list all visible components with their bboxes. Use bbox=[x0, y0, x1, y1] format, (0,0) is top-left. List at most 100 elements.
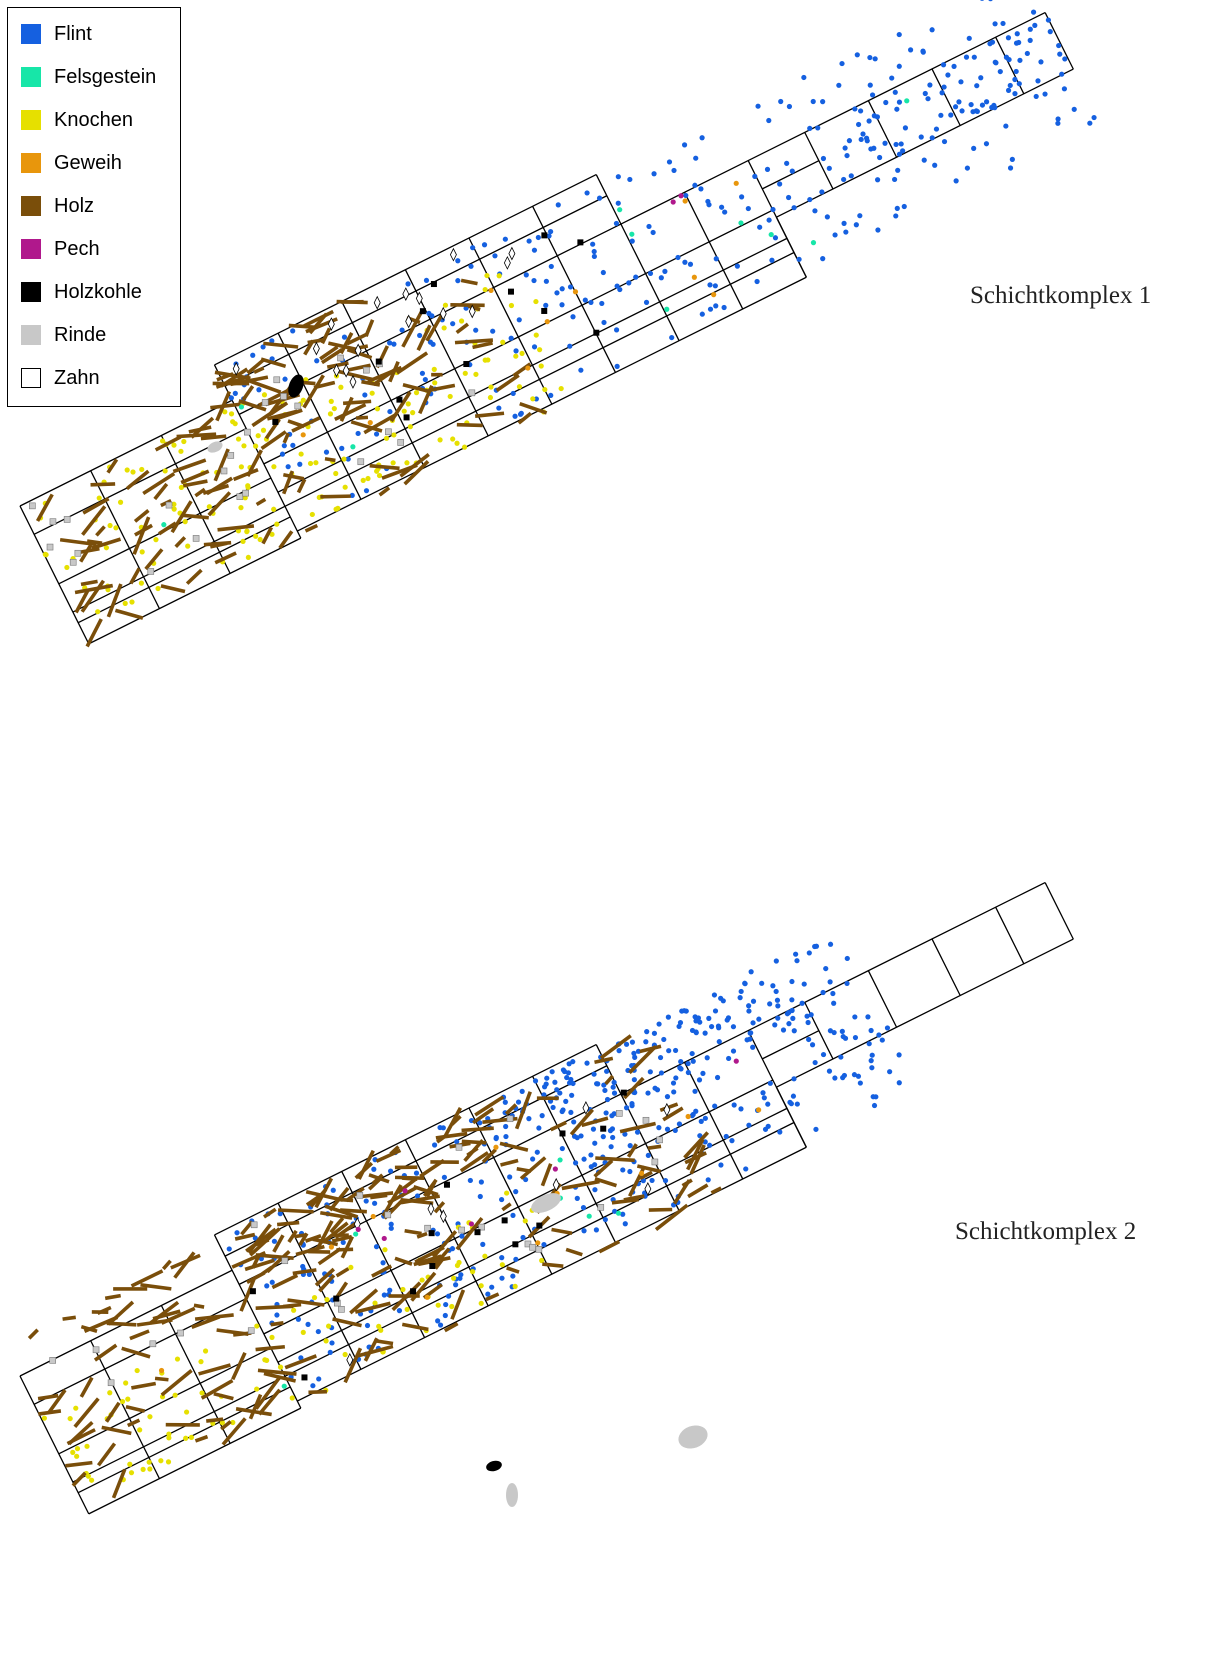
holz-find bbox=[240, 1220, 254, 1236]
holz-find bbox=[158, 521, 177, 536]
flint-find bbox=[523, 272, 529, 278]
flint-find bbox=[550, 1104, 556, 1111]
rinde-find bbox=[337, 354, 344, 362]
flint-find bbox=[559, 286, 565, 292]
holz-find bbox=[549, 1120, 567, 1132]
holz-find bbox=[307, 338, 324, 345]
holz-find bbox=[287, 1229, 298, 1244]
zahn-find bbox=[373, 295, 381, 310]
holz-find bbox=[334, 1281, 349, 1300]
geweih-find bbox=[572, 289, 579, 295]
flint-find bbox=[918, 134, 924, 140]
geweih-find bbox=[525, 365, 531, 371]
flint-find bbox=[602, 1087, 608, 1094]
flint-find bbox=[607, 1128, 614, 1134]
rinde-find bbox=[294, 402, 302, 410]
grid-line bbox=[33, 1297, 247, 1405]
flint-find bbox=[387, 1287, 393, 1293]
knochen-find bbox=[70, 1449, 76, 1455]
flint-find bbox=[874, 177, 881, 183]
holzkohle-find bbox=[272, 418, 279, 425]
schichtkomplex-1-label: Schichtkomplex 1 bbox=[970, 282, 1152, 309]
flint-find bbox=[896, 1052, 902, 1058]
flint-find bbox=[339, 445, 345, 451]
holz-find bbox=[276, 1220, 300, 1227]
flint-find bbox=[623, 1041, 630, 1047]
flint-find bbox=[755, 103, 761, 109]
knochen-find bbox=[166, 1431, 172, 1437]
flint-find bbox=[627, 1143, 633, 1149]
holz-find bbox=[106, 458, 119, 474]
flint-find bbox=[671, 167, 677, 174]
knochen-find bbox=[269, 1334, 275, 1340]
rinde-find bbox=[220, 467, 228, 475]
flint-find bbox=[543, 302, 549, 308]
holz-swatch bbox=[21, 196, 41, 216]
holz-find bbox=[82, 497, 110, 515]
flint-find bbox=[670, 1080, 677, 1086]
rinde-find bbox=[192, 535, 200, 542]
flint-find bbox=[373, 1244, 380, 1250]
holz-find bbox=[335, 1267, 350, 1278]
flint-find bbox=[871, 1102, 878, 1109]
knochen-find bbox=[325, 1323, 332, 1329]
flint-find bbox=[499, 1275, 505, 1281]
holz-find bbox=[639, 1170, 653, 1180]
knochen-find bbox=[171, 501, 177, 507]
flint-find bbox=[725, 1015, 732, 1021]
flint-find bbox=[281, 443, 287, 449]
flint-find bbox=[707, 306, 714, 312]
flint-find bbox=[841, 176, 847, 183]
holz-find bbox=[371, 1264, 393, 1278]
holz-find bbox=[413, 1184, 439, 1197]
holz-find bbox=[422, 1178, 438, 1198]
knochen-find bbox=[137, 1427, 143, 1433]
flint-find bbox=[748, 1030, 754, 1036]
holz-find bbox=[594, 1177, 617, 1188]
legend-label-holzkohle: Holzkohle bbox=[54, 281, 142, 303]
flint-find bbox=[520, 1234, 526, 1241]
legend-label-geweih: Geweih bbox=[54, 152, 122, 174]
flint-find bbox=[513, 1189, 519, 1195]
flint-find bbox=[543, 278, 549, 284]
holz-find bbox=[121, 1346, 151, 1359]
zahn-find bbox=[354, 343, 362, 358]
holz-find bbox=[180, 469, 210, 485]
flint-find bbox=[827, 979, 833, 985]
holz-find bbox=[519, 1156, 547, 1180]
knochen-find bbox=[165, 1459, 172, 1465]
knochen-find bbox=[512, 1283, 518, 1289]
flint-find bbox=[593, 1227, 599, 1233]
holz-find bbox=[636, 1164, 662, 1174]
flint-find bbox=[820, 256, 826, 262]
flint-find bbox=[852, 106, 858, 112]
knochen-find bbox=[260, 427, 267, 433]
knochen-find bbox=[533, 298, 539, 305]
holz-find bbox=[131, 1381, 157, 1390]
knochen-find bbox=[338, 384, 344, 390]
holz-find bbox=[113, 1287, 148, 1291]
flint-find bbox=[706, 1015, 712, 1021]
holz-find bbox=[410, 1271, 437, 1302]
flint-find bbox=[805, 1019, 811, 1026]
flint-find bbox=[788, 1101, 794, 1107]
flint-find bbox=[548, 228, 554, 235]
flint-find bbox=[455, 278, 461, 284]
flint-find bbox=[687, 261, 694, 267]
flint-find bbox=[581, 1156, 587, 1162]
flint-find bbox=[941, 138, 948, 145]
flint-find bbox=[855, 1073, 862, 1079]
flint-find bbox=[489, 1284, 495, 1290]
knochen-find bbox=[113, 525, 119, 531]
flint-find bbox=[513, 348, 519, 354]
flint-find bbox=[316, 1376, 322, 1382]
grid-outline bbox=[678, 276, 807, 342]
holzkohle-find bbox=[333, 1295, 340, 1302]
holz-find bbox=[277, 1208, 314, 1214]
holz-find bbox=[213, 448, 230, 482]
flint-find bbox=[871, 113, 877, 119]
rinde-find bbox=[49, 1357, 57, 1364]
flint-find bbox=[812, 208, 818, 214]
holz-find bbox=[358, 1191, 394, 1199]
flint-find bbox=[773, 988, 779, 995]
